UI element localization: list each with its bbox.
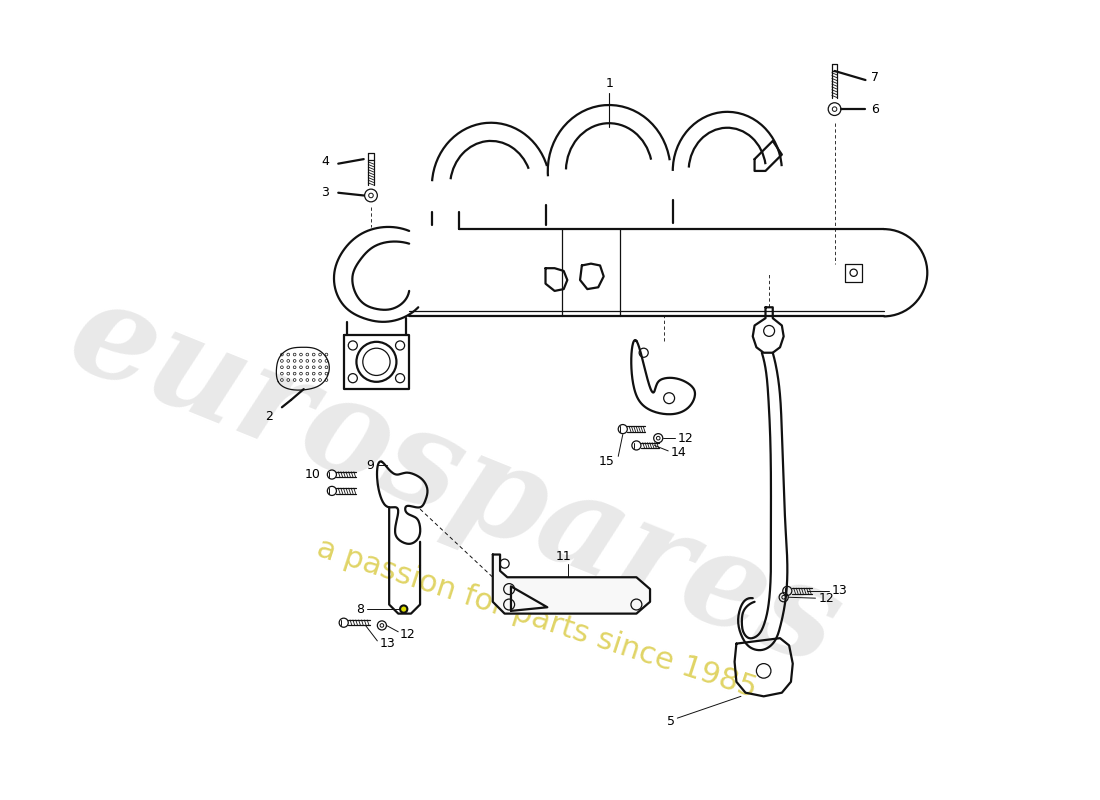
Text: 10: 10 bbox=[305, 468, 320, 481]
Text: 11: 11 bbox=[556, 550, 572, 563]
Text: 5: 5 bbox=[667, 715, 675, 728]
Text: 7: 7 bbox=[870, 71, 879, 84]
Text: 12: 12 bbox=[678, 432, 693, 445]
Text: 3: 3 bbox=[321, 186, 329, 199]
Text: 13: 13 bbox=[832, 584, 848, 598]
Circle shape bbox=[400, 606, 407, 613]
Text: 14: 14 bbox=[671, 446, 686, 459]
Text: 9: 9 bbox=[366, 459, 375, 472]
Polygon shape bbox=[493, 554, 650, 614]
Text: 13: 13 bbox=[381, 637, 396, 650]
Text: 1: 1 bbox=[605, 77, 613, 90]
Text: eurospares: eurospares bbox=[52, 269, 858, 694]
Text: 8: 8 bbox=[355, 602, 364, 615]
Text: 12: 12 bbox=[400, 628, 416, 641]
Text: a passion for parts since 1985: a passion for parts since 1985 bbox=[312, 533, 760, 703]
Text: 12: 12 bbox=[818, 592, 834, 605]
Text: 4: 4 bbox=[321, 155, 329, 168]
Text: 2: 2 bbox=[265, 410, 273, 423]
Text: 6: 6 bbox=[870, 102, 879, 116]
Text: 15: 15 bbox=[598, 455, 615, 468]
